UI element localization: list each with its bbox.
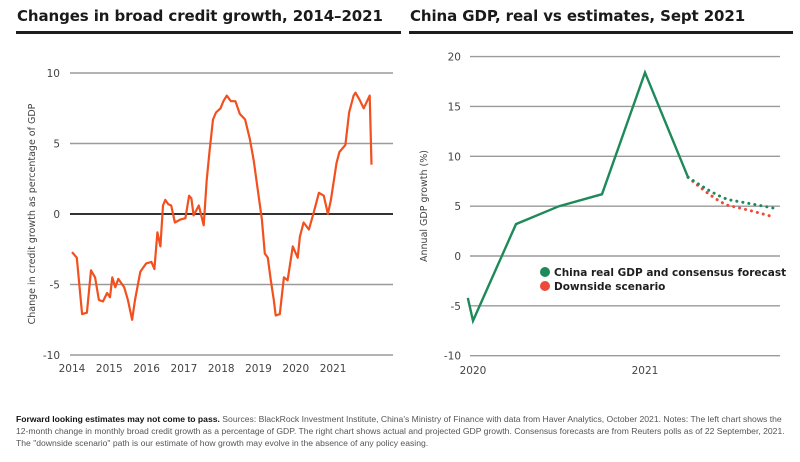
- right-y-axis-label: Annual GDP growth (%): [419, 150, 430, 262]
- left-x-tick-label: 2019: [245, 363, 272, 375]
- left-title-rule: [16, 31, 401, 34]
- left-x-tick-label: 2017: [171, 363, 198, 375]
- left-x-tick-label: 2018: [208, 363, 235, 375]
- left-x-tick-label: 2014: [59, 363, 86, 375]
- left-y-tick-label: 0: [53, 209, 60, 221]
- right-y-tick-label: 10: [448, 151, 461, 163]
- left-y-tick-label: -10: [43, 350, 60, 362]
- left-chart-title: Changes in broad credit growth, 2014–202…: [17, 7, 383, 25]
- legend-swatch-orange: [540, 281, 550, 291]
- right-y-tick-label: 0: [454, 251, 461, 263]
- left-y-tick-label: 10: [47, 68, 60, 80]
- right-y-tick-label: 5: [454, 201, 461, 213]
- left-y-ticks: 10 5 0 -5 -10: [43, 68, 60, 362]
- legend-label-downside: Downside scenario: [554, 281, 665, 293]
- legend-swatch-green: [540, 267, 550, 277]
- right-y-tick-label: 15: [448, 101, 461, 113]
- right-title-rule: [409, 31, 793, 34]
- left-x-tick-label: 2020: [282, 363, 309, 375]
- left-x-ticks: 2014 2015 2016 2017 2018 2019 2020 2021: [59, 363, 347, 375]
- footnote: Forward looking estimates may not come t…: [16, 413, 786, 449]
- left-y-tick-label: 5: [53, 139, 60, 151]
- legend-label-consensus: China real GDP and consensus forecast: [554, 267, 786, 279]
- right-y-ticks: 20 15 10 5 0 -5 -10: [444, 52, 461, 363]
- right-series: [466, 69, 776, 325]
- gdp-chart: 20 15 10 5 0 -5 -10 2020 2021 Annual GDP growth…: [419, 52, 786, 377]
- downside-scenario-line: [686, 175, 776, 219]
- right-x-tick-label: 2021: [632, 365, 659, 377]
- right-x-tick-label: 2020: [460, 365, 487, 377]
- right-y-tick-label: -10: [444, 351, 461, 363]
- left-gridlines: [70, 72, 393, 356]
- footnote-disclaimer: Forward looking estimates may not come t…: [16, 414, 220, 424]
- credit-growth-line: [71, 91, 373, 321]
- left-y-axis-label: Change in credit growth as percentage of…: [27, 103, 38, 324]
- left-x-tick-label: 2021: [320, 363, 347, 375]
- footnote-text: Sources: BlackRock Investment Institute,…: [16, 414, 785, 448]
- consensus-forecast-line: [686, 175, 776, 210]
- left-x-tick-label: 2016: [133, 363, 160, 375]
- right-y-tick-label: -5: [451, 301, 461, 313]
- right-y-tick-label: 20: [448, 52, 461, 64]
- left-series: [71, 91, 373, 321]
- right-x-ticks: 2020 2021: [460, 365, 659, 377]
- right-chart-title: China GDP, real vs estimates, Sept 2021: [410, 7, 746, 25]
- left-x-tick-label: 2015: [96, 363, 123, 375]
- left-y-tick-label: -5: [50, 280, 60, 292]
- legend: China real GDP and consensus forecast Do…: [540, 267, 786, 293]
- real-gdp-line: [466, 69, 690, 325]
